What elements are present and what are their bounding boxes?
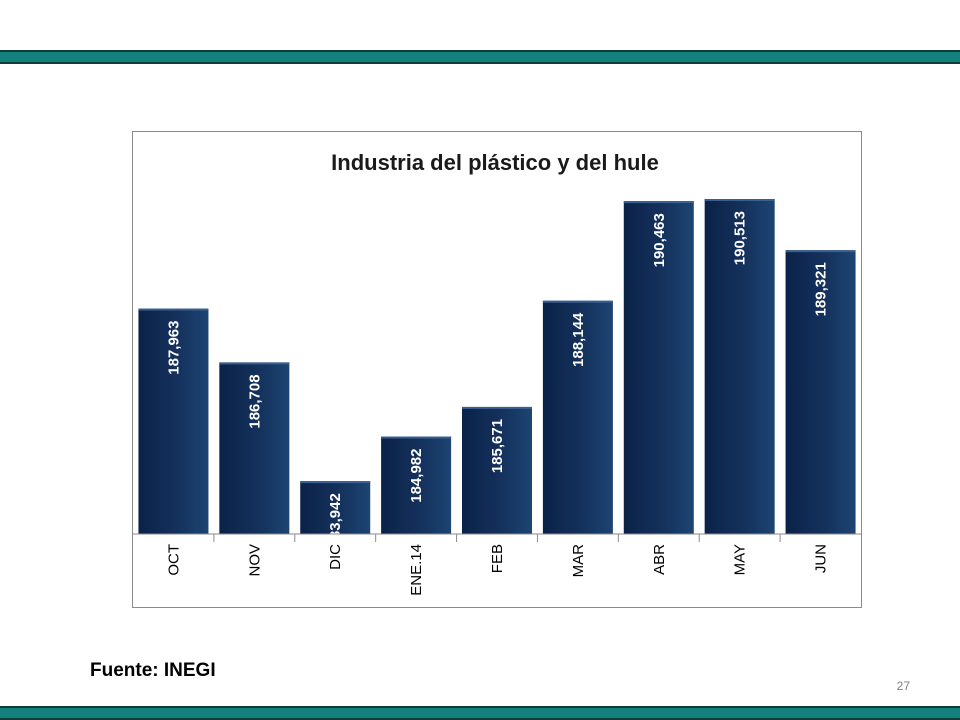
bar-top-edge [138,308,209,311]
bar-value-label: 190,463 [651,213,668,267]
category-label: JUN [813,544,830,573]
bar-value-label: 185,671 [489,419,506,473]
category-label: MAR [570,544,587,578]
category-label: NOV [246,544,263,577]
bar-ene14 [381,436,452,534]
bar-value-label: 188,144 [570,312,587,367]
bar-value-label: 187,963 [165,321,182,375]
bar-value-label: 186,708 [246,374,263,428]
bar-value-label: 184,982 [408,449,425,503]
bar-nov [219,362,290,534]
bar-top-edge [785,250,856,253]
bar-mar [542,300,613,534]
page-number: 27 [896,679,910,693]
bar-top-edge [462,406,532,409]
bar-jun [785,250,856,535]
category-label: MAY [732,544,749,575]
bar-value-label: 190,513 [732,211,749,265]
source-label: Fuente: INEGI [90,660,216,681]
bars-layer: 187,963 186,708 183,942 184,982 185,671 188,1… [138,199,856,547]
top-band [0,50,960,64]
bar-may [704,199,775,534]
bar-dic [300,481,371,534]
bottom-band [0,706,960,720]
category-label: ABR [651,544,668,575]
bar-oct [138,308,209,534]
category-label: ENE.14 [408,544,425,596]
bar-value-label: 189,321 [813,262,830,316]
bar-chart: Industria del plástico y del hule 187,96… [133,150,861,596]
bar-top-edge [300,481,371,484]
category-label: OCT [165,544,182,576]
chart-title: Industria del plástico y del hule [331,150,659,175]
chart-frame: Industria del plástico y del hule 187,96… [132,131,862,608]
bar-top-edge [542,300,613,303]
bar-abr [623,201,694,534]
category-axis: OCT NOV DIC ENE.14 FEB MAR ABR MAY JUN [133,533,861,596]
bar-top-edge [219,362,290,365]
bar-feb [462,406,532,534]
bar-top-edge [704,199,775,201]
bar-top-edge [381,436,452,439]
category-label: DIC [327,544,344,570]
bar-value-label: 183,942 [327,493,344,547]
category-label: FEB [489,544,506,573]
bar-top-edge [623,201,694,204]
